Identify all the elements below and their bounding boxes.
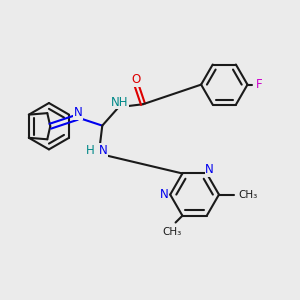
- Text: CH₃: CH₃: [162, 227, 182, 237]
- Text: CH₃: CH₃: [239, 190, 258, 200]
- Text: NH: NH: [111, 96, 128, 109]
- Text: N: N: [74, 106, 82, 119]
- Text: N: N: [160, 188, 169, 201]
- Text: N: N: [206, 164, 214, 176]
- Text: N: N: [98, 143, 107, 157]
- Text: O: O: [132, 74, 141, 86]
- Text: H: H: [86, 143, 95, 157]
- Text: F: F: [256, 78, 262, 91]
